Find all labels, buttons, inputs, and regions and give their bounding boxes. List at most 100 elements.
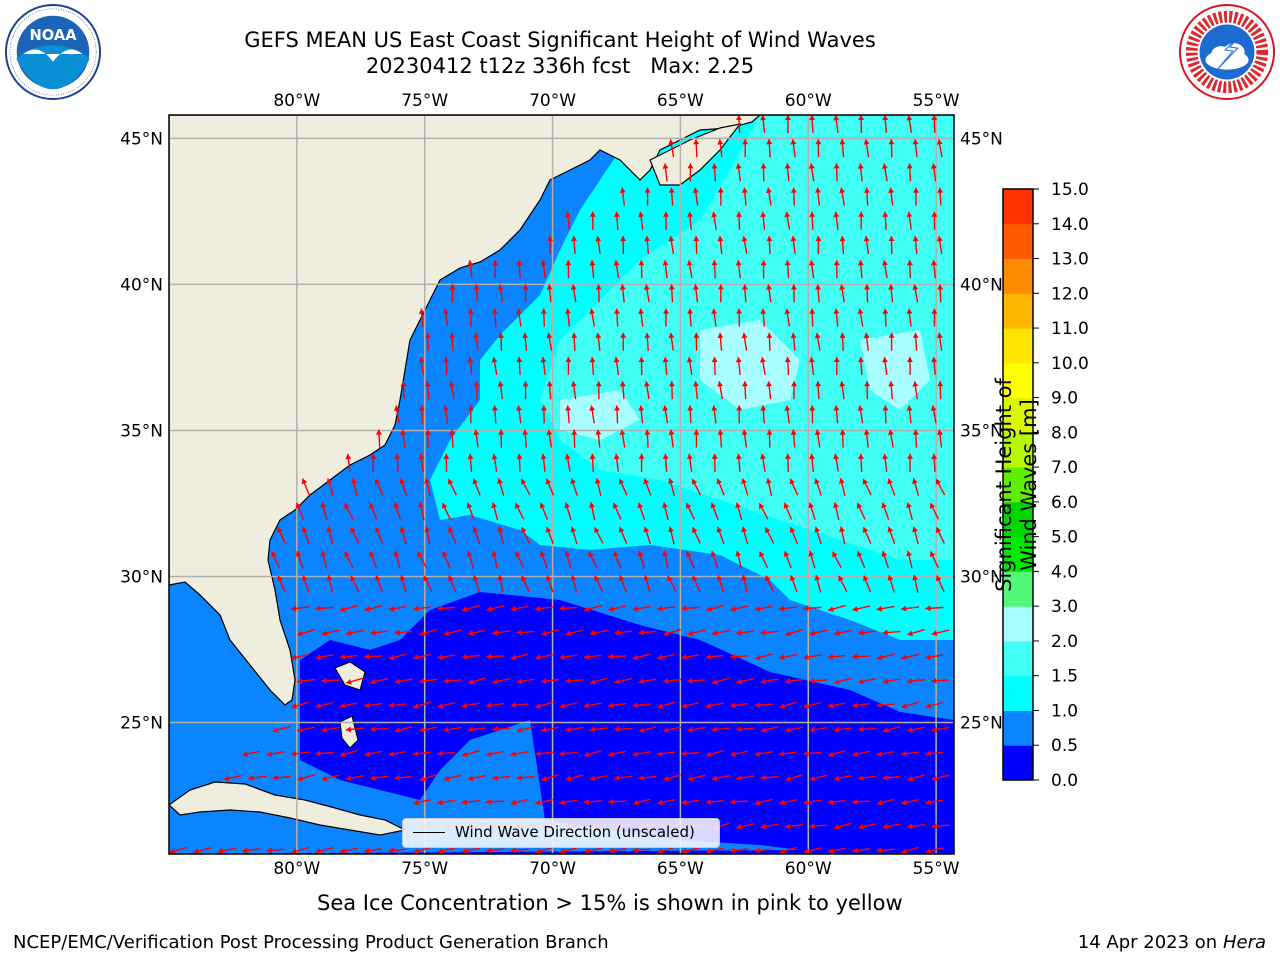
- arrow-head: [491, 502, 498, 509]
- wave-direction-arrow: [339, 702, 358, 709]
- wave-direction-arrow: [692, 381, 699, 400]
- wave-direction-arrow: [833, 260, 840, 279]
- footer-date-text: 14 Apr 2023 on: [1077, 932, 1223, 953]
- wave-direction-arrow: [520, 478, 531, 496]
- wave-direction-arrow: [364, 750, 383, 758]
- wave-direction-arrow: [833, 163, 840, 182]
- arrow-head: [510, 605, 517, 612]
- wave-direction-arrow: [662, 502, 669, 521]
- wave-direction-arrow: [594, 575, 604, 593]
- arrow-head: [589, 502, 595, 508]
- arrow-head: [473, 429, 480, 436]
- wave-direction-arrow: [638, 678, 657, 685]
- arrow-head: [498, 332, 505, 338]
- arrow-head: [350, 575, 356, 582]
- wave-direction-arrow: [393, 550, 401, 569]
- arrow-head: [766, 139, 773, 145]
- arrow-head: [540, 308, 547, 314]
- arrow-head: [565, 260, 572, 266]
- wave-direction-arrow: [498, 332, 505, 351]
- wave-direction-arrow: [681, 654, 700, 660]
- arrow-head: [565, 677, 571, 684]
- wave-direction-arrow: [668, 429, 675, 448]
- arrow-head: [339, 702, 346, 709]
- arrow-head: [839, 187, 846, 194]
- arrow-head: [766, 236, 773, 242]
- wave-direction-arrow: [912, 574, 919, 593]
- title-line-2: 20230412 t12z 336h fcst Max: 2.25: [365, 54, 755, 78]
- arrow-head: [339, 847, 346, 854]
- arrow-head: [291, 750, 297, 757]
- wave-direction-arrow: [901, 846, 919, 854]
- wave-direction-arrow: [857, 308, 864, 327]
- wave-direction-arrow: [413, 846, 431, 854]
- wave-direction-arrow: [741, 478, 749, 496]
- wave-direction-arrow: [632, 847, 651, 854]
- arrow-head: [272, 727, 279, 733]
- wave-direction-arrow: [809, 211, 816, 230]
- colorbar-tick-6: 4.0: [1051, 562, 1078, 582]
- arrow-head: [785, 823, 791, 830]
- arrow-head: [541, 775, 548, 782]
- wave-direction-arrow: [864, 284, 871, 303]
- arrow-head: [516, 727, 523, 733]
- wave-direction-arrow: [790, 332, 797, 351]
- arrow-head: [717, 284, 724, 290]
- arrow-head: [692, 187, 699, 194]
- wave-direction-arrow: [643, 574, 651, 593]
- arrow-head: [930, 405, 937, 411]
- arrow-head: [907, 453, 913, 459]
- arrow-head: [516, 357, 523, 363]
- arrow-head: [594, 575, 600, 582]
- wave-direction-arrow: [291, 653, 309, 661]
- arrow-head: [692, 381, 699, 387]
- wave-direction-arrow: [735, 260, 742, 279]
- arrow-head: [693, 332, 700, 338]
- arrow-head: [766, 284, 773, 290]
- wave-direction-arrow: [589, 629, 608, 636]
- arrow-head: [735, 550, 742, 557]
- arrow-head: [559, 654, 565, 660]
- wave-direction-arrow: [931, 823, 950, 830]
- wave-direction-arrow: [901, 701, 919, 709]
- arrow-head: [901, 848, 908, 854]
- arrow-head: [441, 503, 448, 509]
- arrow-head: [315, 605, 321, 612]
- wave-direction-arrow: [534, 605, 554, 612]
- arrow-head: [320, 550, 327, 557]
- arrow-head: [925, 848, 932, 854]
- wave-direction-arrow: [833, 357, 840, 375]
- arrow-head: [497, 284, 504, 290]
- wave-direction-arrow: [692, 284, 699, 303]
- colorbar-segment-2: [1003, 675, 1033, 711]
- wave-direction-arrow: [906, 308, 913, 327]
- arrow-head: [827, 702, 834, 709]
- wave-direction-arrow: [418, 678, 438, 685]
- arrow-head: [735, 502, 741, 509]
- wave-direction-arrow: [657, 701, 675, 709]
- wave-direction-arrow: [803, 799, 822, 806]
- arrow-head: [374, 527, 381, 533]
- arrow-head: [687, 775, 694, 782]
- arrow-head: [419, 630, 426, 637]
- arrow-head: [852, 847, 858, 854]
- arrow-head: [754, 605, 761, 612]
- arrow-head: [716, 575, 723, 581]
- arrow-head: [808, 357, 815, 363]
- arrow-head: [443, 775, 450, 782]
- wave-direction-arrow: [424, 526, 431, 545]
- arrow-head: [570, 284, 577, 290]
- wave-direction-arrow: [929, 551, 939, 569]
- wave-direction-arrow: [779, 653, 797, 661]
- arrow-head: [862, 575, 869, 582]
- wave-direction-arrow: [687, 629, 706, 637]
- wave-direction-arrow: [375, 575, 383, 593]
- wave-direction-arrow: [388, 750, 407, 757]
- arrow-head: [638, 260, 645, 266]
- arrow-head: [857, 357, 864, 363]
- wave-direction-arrow: [570, 284, 577, 303]
- arrow-head: [589, 775, 596, 782]
- wave-direction-arrow: [760, 211, 767, 230]
- arrow-head: [936, 139, 943, 145]
